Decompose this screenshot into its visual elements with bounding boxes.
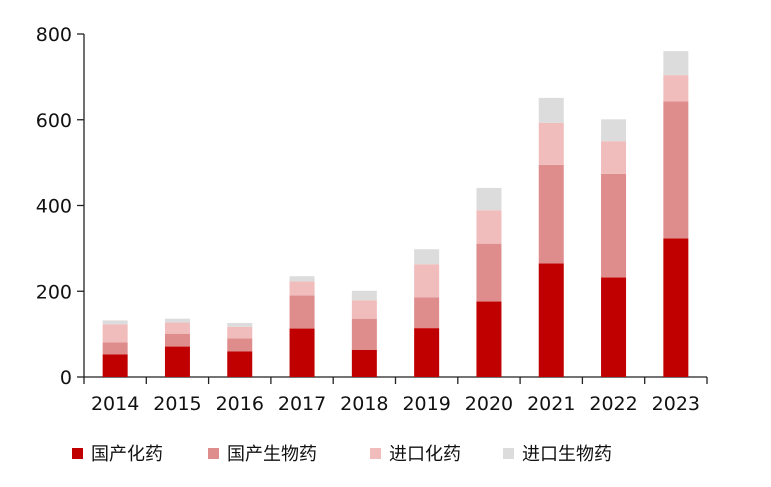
bar-segment (414, 297, 440, 329)
bar-segment (227, 338, 253, 352)
bar-segment (663, 51, 689, 76)
bar-segment (414, 264, 440, 298)
bar-segment (102, 342, 128, 355)
y-tick-label: 200 (36, 281, 72, 303)
legend-swatch (503, 448, 514, 459)
bar-segment (414, 249, 440, 265)
bar-segment (414, 328, 440, 377)
y-tick-label: 0 (60, 367, 72, 389)
y-tick-label: 800 (36, 24, 72, 46)
legend-label: 国产化药 (91, 444, 163, 465)
bar-segment (601, 277, 627, 377)
bar-segment (102, 324, 128, 343)
x-tick-label: 2022 (589, 393, 637, 415)
bar-segment (289, 281, 315, 296)
bar-segment (538, 263, 564, 377)
bar-segment (289, 328, 315, 377)
bar-segment (351, 349, 377, 377)
legend: 国产化药 国产生物药 进口化药 进口生物药 (72, 444, 612, 465)
bar-segment (476, 301, 502, 377)
y-tick-label: 600 (36, 110, 72, 132)
legend-label: 国产生物药 (227, 444, 317, 465)
legend-label: 进口化药 (389, 444, 461, 465)
x-tick-label: 2020 (465, 393, 513, 415)
x-tick-label: 2019 (402, 393, 450, 415)
legend-label: 进口生物药 (522, 444, 612, 465)
bar-segment (601, 173, 627, 278)
bar-segment (164, 346, 190, 377)
legend-swatch (208, 448, 219, 459)
bar-segment (538, 97, 564, 123)
bar-segment (601, 141, 627, 174)
bars (102, 51, 689, 377)
x-tick-label: 2018 (340, 393, 388, 415)
bar-segment (351, 318, 377, 350)
x-tick-label: 2023 (652, 393, 700, 415)
bar-segment (476, 243, 502, 302)
x-tick-label: 2015 (153, 393, 201, 415)
bar-segment (476, 187, 502, 211)
bar-segment (351, 300, 377, 319)
bar-segment (164, 333, 190, 347)
bar-segment (601, 119, 627, 142)
bar-segment (164, 322, 190, 334)
legend-swatch (72, 448, 83, 459)
x-tick-label: 2016 (216, 393, 264, 415)
x-tick-label: 2014 (91, 393, 139, 415)
bar-segment (538, 164, 564, 264)
bar-segment (663, 75, 689, 102)
bar-segment (289, 295, 315, 329)
bar-segment (227, 322, 253, 327)
bar-segment (351, 290, 377, 301)
y-axis: 0 200 400 600 800 (36, 24, 85, 389)
legend-swatch (370, 448, 381, 459)
bar-segment (663, 101, 689, 239)
x-tick-label: 2021 (527, 393, 575, 415)
bar-segment (538, 122, 564, 165)
bar-segment (227, 351, 253, 377)
y-tick-label: 400 (36, 196, 72, 218)
bar-segment (663, 238, 689, 377)
bar-segment (102, 354, 128, 377)
x-tick-label: 2017 (278, 393, 326, 415)
bar-segment (102, 320, 128, 325)
bar-segment (289, 276, 315, 282)
bar-segment (227, 326, 253, 339)
bar-segment (476, 210, 502, 244)
bar-segment (164, 318, 190, 323)
x-axis: 2014 2015 2016 2017 2018 2019 2020 2021 2022 2023 (83, 376, 708, 415)
